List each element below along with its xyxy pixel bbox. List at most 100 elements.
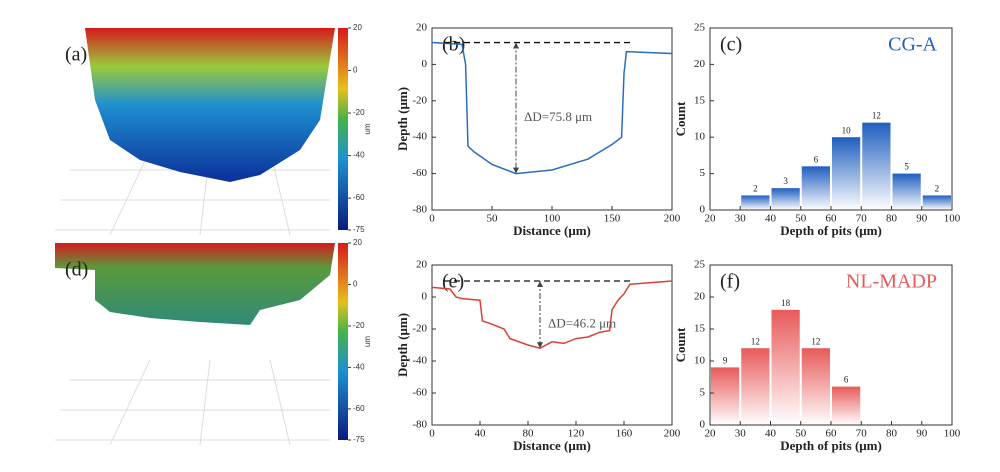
chart-title: NL-MADP	[846, 271, 937, 293]
x-tick-label: 60	[826, 213, 838, 225]
colorbar-tick-label: -75	[353, 225, 365, 234]
y-tick-label: -20	[412, 94, 427, 106]
y-tick-label: 0	[422, 58, 428, 70]
x-tick-label: 60	[826, 428, 838, 440]
y-axis-label: Count	[673, 101, 688, 136]
value-label: 3	[783, 176, 788, 186]
bar	[711, 367, 740, 425]
value-label: 2	[935, 184, 940, 194]
bar	[862, 122, 891, 210]
x-tick-label: 50	[487, 213, 499, 225]
x-tick-label: 200	[664, 428, 681, 440]
y-tick-label: 5	[700, 387, 706, 399]
x-tick-label: 30	[735, 428, 747, 440]
colorbar-tick-label: -40	[353, 151, 365, 160]
y-tick-label: -40	[412, 131, 427, 143]
value-label: 6	[844, 375, 849, 385]
surface-a	[55, 28, 335, 236]
x-axis-label: Depth of pits (μm)	[780, 223, 882, 238]
x-tick-label: 80	[523, 428, 535, 440]
x-tick-label: 70	[856, 428, 868, 440]
colorbar-tick-label: -60	[353, 404, 365, 413]
x-tick-label: 40	[765, 213, 777, 225]
x-tick-label: 70	[856, 213, 868, 225]
y-tick-label: -60	[412, 387, 427, 399]
colorbar-tick-label: -60	[353, 193, 365, 202]
x-tick-label: 0	[429, 428, 435, 440]
y-tick-label: 0	[700, 419, 706, 431]
x-axis-label: Depth of pits (μm)	[780, 438, 882, 453]
profile-line	[431, 280, 673, 350]
value-label: 2	[753, 184, 758, 194]
x-tick-label: 40	[475, 428, 487, 440]
y-tick-label: 25	[694, 22, 706, 34]
x-tick-label: 20	[705, 428, 717, 440]
x-tick-label: 100	[944, 428, 961, 440]
x-tick-label: 160	[616, 428, 633, 440]
y-tick-label: -80	[412, 419, 427, 431]
x-tick-label: 90	[916, 428, 928, 440]
y-tick-label: 5	[700, 167, 706, 179]
x-tick-label: 100	[544, 213, 561, 225]
x-tick-label: 200	[664, 213, 681, 225]
annotation: ΔD=46.2 μm	[548, 316, 616, 331]
annotation: ΔD=75.8 μm	[524, 109, 592, 124]
panel-label: (a)	[65, 44, 87, 66]
colorbar	[338, 28, 348, 230]
y-tick-label: 15	[694, 323, 706, 335]
plot-frame	[431, 264, 673, 426]
y-tick-label: 20	[694, 58, 706, 70]
colorbar-label: um	[363, 336, 372, 347]
y-tick-label: 0	[700, 204, 706, 216]
x-tick-label: 80	[886, 428, 898, 440]
x-axis-label: Distance (μm)	[513, 438, 591, 453]
value-label: 9	[723, 355, 728, 365]
y-tick-label: -60	[412, 167, 427, 179]
x-tick-label: 20	[705, 213, 717, 225]
y-tick-label: -40	[412, 355, 427, 367]
y-tick-label: -20	[412, 323, 427, 335]
profile-line	[431, 41, 673, 175]
colorbar-tick-label: 20	[353, 238, 362, 247]
panel-label: (f)	[720, 271, 740, 293]
x-tick-label: 40	[765, 428, 777, 440]
x-tick-label: 0	[429, 213, 435, 225]
colorbar-label: um	[363, 123, 372, 134]
colorbar	[338, 243, 348, 440]
x-tick-label: 100	[944, 213, 961, 225]
bar	[832, 137, 861, 210]
value-label: 18	[781, 298, 791, 308]
bar	[801, 348, 830, 425]
surface-d	[55, 243, 335, 446]
value-label: 6	[814, 154, 819, 164]
x-tick-label: 80	[886, 213, 898, 225]
x-tick-label: 50	[795, 213, 807, 225]
colorbar-tick-label: -20	[353, 321, 365, 330]
y-tick-label: 10	[694, 355, 706, 367]
x-axis-label: Distance (μm)	[513, 223, 591, 238]
x-tick-label: 50	[795, 428, 807, 440]
value-label: 10	[842, 125, 852, 135]
value-label: 12	[751, 336, 760, 346]
x-tick-label: 90	[916, 213, 928, 225]
value-label: 12	[872, 111, 881, 121]
bar	[922, 195, 951, 210]
value-label: 5	[904, 162, 909, 172]
colorbar-tick-label: 0	[353, 66, 358, 75]
colorbar-tick-label: -40	[353, 363, 365, 372]
y-tick-label: -80	[412, 204, 427, 216]
y-axis-label: Depth (μm)	[395, 87, 410, 151]
bar	[771, 309, 800, 425]
x-tick-label: 30	[735, 213, 747, 225]
bar	[741, 348, 770, 425]
colorbar-tick-label: -20	[353, 108, 365, 117]
bar	[892, 173, 921, 210]
panel-label: (e)	[442, 271, 464, 293]
y-tick-label: 15	[694, 94, 706, 106]
chart-title: CG-A	[888, 34, 937, 56]
y-tick-label: 25	[694, 259, 706, 271]
panel-label: (c)	[720, 34, 742, 56]
y-tick-label: 20	[416, 259, 428, 271]
colorbar-tick-label: 20	[353, 23, 362, 32]
